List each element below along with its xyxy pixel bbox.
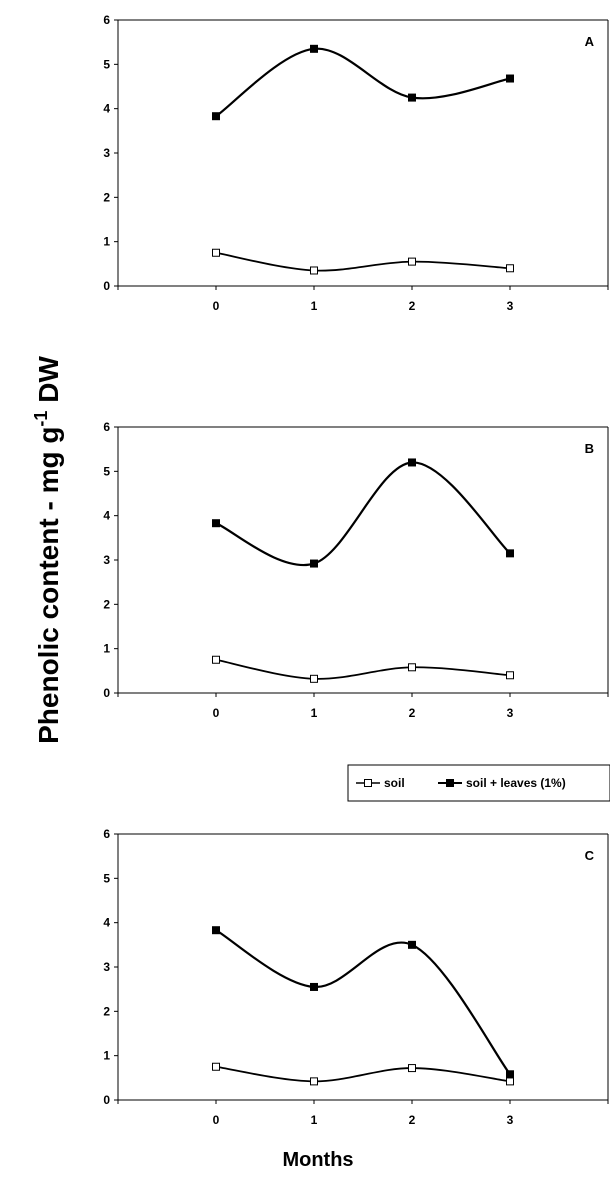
- soil-point: [212, 248, 220, 257]
- soil-series-line: [215, 251, 511, 272]
- legend-soil-label: soil: [384, 776, 405, 790]
- soil-point: [408, 1064, 416, 1073]
- legend: soil soil + leaves (1%): [347, 764, 610, 802]
- y-tick-label: 3: [103, 960, 110, 974]
- y-tick-label: 4: [103, 916, 110, 930]
- y-tick-label: 3: [103, 553, 110, 567]
- x-tick-label: 3: [507, 706, 514, 720]
- y-tick-label: 4: [103, 509, 110, 523]
- legend-box: [347, 764, 610, 802]
- y-axis-title-end: DW: [33, 356, 64, 411]
- soil-point: [310, 1077, 318, 1086]
- y-tick-label: 1: [103, 1049, 110, 1063]
- x-tick-label: 0: [213, 299, 220, 313]
- soil-leaves-point: [408, 93, 416, 102]
- y-axis-title-superscript: -1: [31, 411, 51, 427]
- y-tick-label: 0: [103, 686, 110, 700]
- soil-leaves-point: [212, 112, 220, 121]
- chart-panel: 0 1 2 3 4 5 6 0 1 2 3 A: [103, 13, 609, 313]
- soil-leaves-point: [310, 559, 318, 568]
- soil-point: [212, 655, 220, 664]
- chart-panel: 0 1 2 3 4 5 6 0 1 2 3 B: [103, 420, 609, 720]
- soil-point: [408, 257, 416, 266]
- soil-series-line: [215, 1065, 511, 1083]
- legend-soil-leaves-label: soil + leaves (1%): [466, 776, 566, 790]
- y-tick-label: 3: [103, 146, 110, 160]
- legend-soil-leaves-marker: [446, 779, 454, 787]
- x-tick-label: 1: [311, 1113, 318, 1127]
- y-axis-title-main: Phenolic content - mg g: [33, 427, 64, 744]
- y-tick-label: 0: [103, 1093, 110, 1107]
- y-tick-label: 2: [103, 1004, 110, 1018]
- y-axis-title: Phenolic content - mg g-1 DW: [31, 356, 64, 744]
- panels: 0 1 2 3 4 5 6 0 1 2 3 A 0 1 2 3 4 5 6 0 1 2 3 B 0 1 2 3 4 5 6 0 1 2 3 Csoil…: [103, 13, 610, 1127]
- soil-leaves-point: [310, 982, 318, 991]
- y-tick-label: 5: [103, 464, 110, 478]
- y-tick-label: 0: [103, 279, 110, 293]
- soil-leaves-series-line: [215, 929, 511, 1075]
- y-tick-label: 2: [103, 190, 110, 204]
- y-tick-label: 6: [103, 420, 110, 434]
- x-tick-label: 0: [213, 1113, 220, 1127]
- x-tick-label: 2: [409, 299, 416, 313]
- soil-point: [506, 1077, 514, 1086]
- y-tick-label: 2: [103, 597, 110, 611]
- soil-leaves-point: [506, 549, 514, 558]
- soil-leaves-point: [408, 940, 416, 949]
- soil-leaves-point: [506, 1070, 514, 1079]
- soil-leaves-series-line: [215, 461, 511, 567]
- soil-point: [310, 266, 318, 275]
- soil-series-line: [215, 658, 511, 680]
- soil-leaves-point: [212, 926, 220, 935]
- x-tick-label: 1: [311, 706, 318, 720]
- x-axis-title: Months: [282, 1149, 353, 1171]
- soil-leaves-series-line: [215, 47, 511, 118]
- y-tick-label: 5: [103, 57, 110, 71]
- panel-label: A: [585, 34, 595, 49]
- y-tick-label: 1: [103, 235, 110, 249]
- soil-leaves-point: [212, 519, 220, 528]
- x-tick-label: 3: [507, 1113, 514, 1127]
- x-tick-label: 3: [507, 299, 514, 313]
- soil-leaves-point: [310, 44, 318, 53]
- panel-label: B: [585, 441, 594, 456]
- legend-soil-marker: [364, 779, 372, 787]
- x-tick-label: 1: [311, 299, 318, 313]
- y-axis-title-text: Phenolic content - mg g-1 DW: [31, 356, 64, 744]
- soil-leaves-point: [408, 458, 416, 467]
- soil-point: [506, 264, 514, 273]
- soil-point: [408, 663, 416, 672]
- soil-leaves-point: [506, 74, 514, 83]
- x-tick-label: 0: [213, 706, 220, 720]
- soil-point: [212, 1062, 220, 1071]
- soil-point: [310, 674, 318, 683]
- y-tick-label: 4: [103, 102, 110, 116]
- x-tick-label: 2: [409, 706, 416, 720]
- y-tick-label: 6: [103, 827, 110, 841]
- y-tick-label: 5: [103, 871, 110, 885]
- y-tick-label: 1: [103, 642, 110, 656]
- panel-label: C: [585, 848, 595, 863]
- soil-point: [506, 671, 514, 680]
- x-tick-label: 2: [409, 1113, 416, 1127]
- y-tick-label: 6: [103, 13, 110, 27]
